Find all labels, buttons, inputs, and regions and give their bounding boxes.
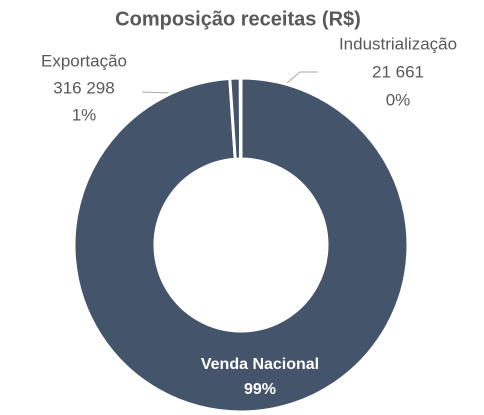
slice-label: Industrialização xyxy=(339,34,457,53)
slice-label: Venda Nacional xyxy=(201,356,319,373)
slices xyxy=(72,76,410,414)
slice xyxy=(238,76,243,161)
value-label: 21 661 xyxy=(372,62,424,81)
percent-label: 99% xyxy=(244,381,276,398)
slice-label: Exportação xyxy=(41,51,127,70)
percent-label: 1% xyxy=(72,105,97,124)
percent-label: 0% xyxy=(386,90,411,109)
value-label: 316 298 xyxy=(53,78,114,97)
slice xyxy=(72,76,410,414)
chart-title: Composição receitas (R$) xyxy=(115,8,361,30)
